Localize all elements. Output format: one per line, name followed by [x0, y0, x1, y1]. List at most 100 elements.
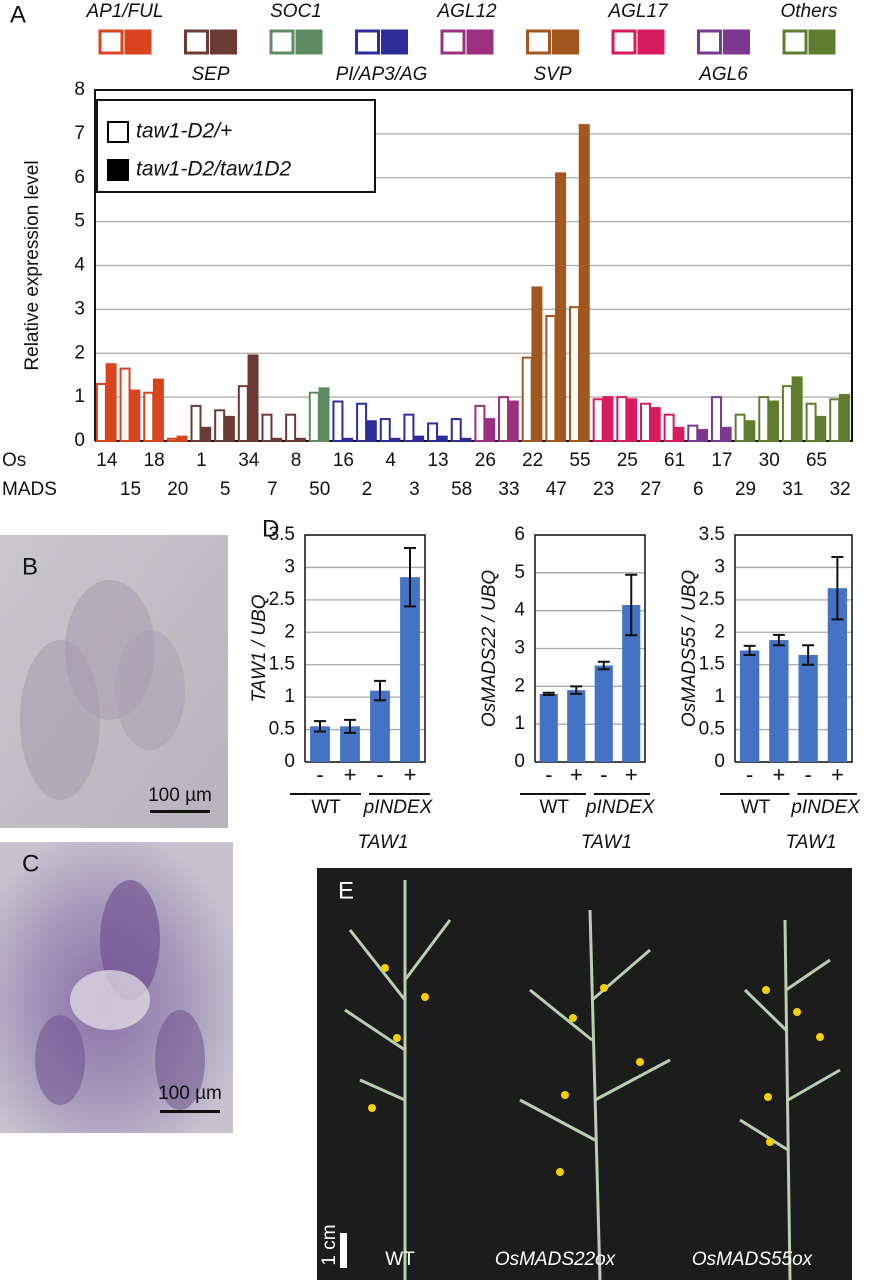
x-tick-label: 20 — [167, 479, 188, 500]
bar — [569, 306, 581, 442]
group-label: WT — [311, 797, 341, 818]
family-swatch — [210, 29, 237, 55]
bar — [176, 435, 188, 442]
y-tick-label: 1 — [514, 713, 525, 734]
error-bar — [802, 644, 815, 666]
family-swatch — [184, 29, 209, 55]
y-axis-label: TAW1 / UBQ — [249, 594, 270, 702]
bar — [720, 426, 732, 442]
x-tick-label: 65 — [806, 450, 827, 471]
panicle-photo: E 1 cm WT OsMADS22ox OsMADS55ox — [317, 868, 852, 1280]
genotype-label: WT — [385, 1249, 415, 1270]
x-tick-label: + — [570, 762, 583, 787]
x-tick-label: 13 — [427, 450, 448, 471]
bar — [261, 413, 273, 442]
y-tick-label: 6 — [514, 524, 525, 545]
family-label: AGL12 — [436, 1, 497, 22]
x-tick-label: 30 — [759, 450, 780, 471]
bar — [95, 382, 107, 442]
family-swatch — [782, 29, 808, 55]
x-tick-label: + — [404, 762, 417, 787]
x-tick-label: 17 — [711, 450, 732, 471]
bar — [697, 429, 708, 442]
x-tick-label: 31 — [782, 479, 803, 500]
x-tick-label: 1 — [196, 450, 207, 471]
family-swatch — [526, 29, 551, 55]
bar — [340, 726, 360, 762]
bar — [310, 726, 330, 762]
bar — [507, 400, 519, 443]
error-bar — [743, 644, 756, 656]
panel-label: D — [262, 515, 279, 542]
legend-label: taw1-D2/+ — [136, 120, 232, 143]
bar — [237, 385, 249, 442]
x-tick-label: 16 — [333, 450, 354, 471]
family-label: SVP — [533, 64, 571, 85]
y-axis-label: OsMADS22 / UBQ — [479, 570, 500, 728]
panel-label: C — [22, 850, 39, 877]
x-tick-label: 58 — [451, 479, 472, 500]
error-bar — [831, 556, 844, 621]
x-tick-label: 23 — [593, 479, 614, 500]
legend-label: taw1-D2/taw1D2 — [136, 158, 292, 181]
bar — [616, 396, 628, 442]
family-swatch — [466, 29, 494, 55]
bar — [370, 690, 390, 762]
bar — [767, 400, 779, 443]
x-tick-label: 22 — [522, 450, 543, 471]
panel-label: E — [338, 877, 354, 904]
x-tick-label: 14 — [96, 450, 118, 471]
row-label: Os — [2, 450, 26, 471]
bar — [734, 413, 746, 442]
y-tick-label: 1 — [714, 686, 725, 707]
x-tick-label: 3 — [409, 479, 420, 500]
y-tick-label: 1.5 — [699, 654, 725, 675]
family-swatch — [808, 29, 836, 55]
error-bar — [542, 691, 555, 697]
group-label: pINDEX — [585, 797, 656, 818]
x-tick-label: 18 — [144, 450, 165, 471]
bar — [460, 437, 472, 442]
panel-label: A — [10, 1, 26, 28]
legend-swatch — [107, 159, 129, 181]
y-tick-label: 0 — [74, 430, 85, 451]
bar — [389, 437, 401, 442]
bar — [592, 398, 604, 443]
bar — [838, 393, 850, 442]
bar — [739, 650, 760, 762]
y-tick-label: 0 — [514, 751, 525, 772]
family-label: PI/AP3/AG — [336, 64, 428, 85]
y-axis-label: OsMADS55 / UBQ — [679, 570, 700, 728]
family-swatch — [355, 29, 380, 55]
bar — [342, 437, 354, 442]
bar — [539, 693, 558, 762]
bar — [285, 413, 297, 442]
bar — [143, 391, 155, 442]
y-tick-label: 6 — [74, 167, 85, 188]
y-axis-label: Relative expression level — [22, 160, 43, 370]
x-tick-label: + — [831, 762, 844, 787]
x-tick-label: - — [316, 762, 323, 787]
group-label: TAW1 — [581, 832, 632, 853]
bar — [829, 398, 841, 443]
bar — [474, 404, 486, 442]
bar — [332, 400, 344, 443]
x-tick-label: 50 — [309, 479, 330, 500]
bar — [545, 314, 557, 442]
y-tick-label: 0.5 — [269, 719, 295, 740]
bar — [200, 426, 212, 442]
error-bar — [404, 546, 416, 608]
bar — [436, 435, 448, 442]
bar — [308, 391, 320, 442]
bar — [247, 354, 259, 443]
bar — [223, 415, 235, 442]
x-tick-label: 4 — [385, 450, 396, 471]
y-tick-label: 3 — [714, 556, 725, 577]
x-tick-label: - — [376, 762, 383, 787]
bar — [413, 435, 425, 442]
bar — [379, 418, 391, 442]
y-tick-label: 0 — [714, 751, 725, 772]
error-bar — [314, 720, 326, 733]
bar — [555, 172, 567, 443]
family-swatch — [269, 29, 295, 55]
